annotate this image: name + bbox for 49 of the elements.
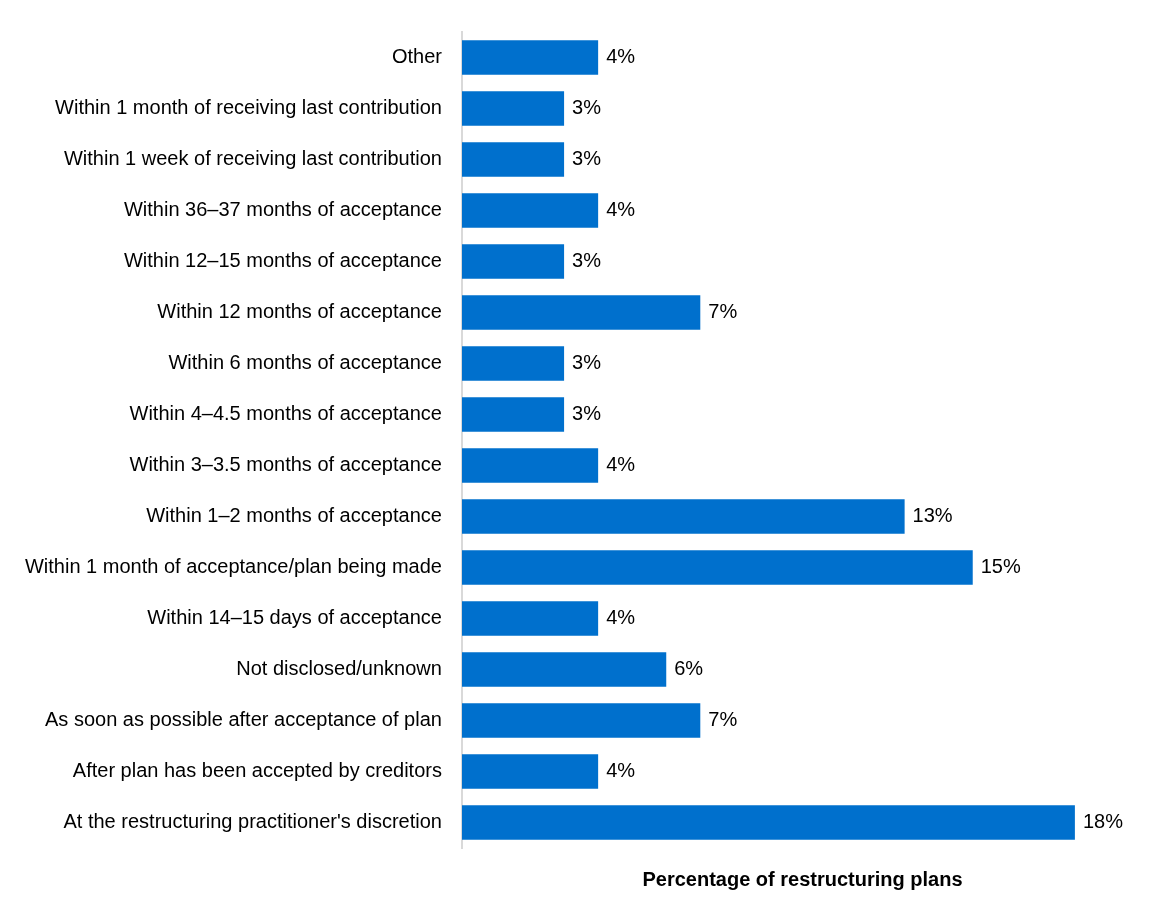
bar [461, 550, 973, 585]
bar [461, 448, 599, 483]
y-tick-label: Other [391, 45, 443, 68]
bar [461, 193, 599, 228]
bar [461, 40, 599, 75]
bar [461, 142, 565, 177]
data-label: 3% [572, 402, 602, 425]
y-tick-label: Within 14–15 days of acceptance [147, 606, 442, 629]
data-label: 6% [674, 657, 704, 680]
y-tick-label: Not disclosed/unknown [236, 657, 442, 680]
bar [461, 652, 667, 687]
y-tick-label: Within 1 week of receiving last contribution [63, 147, 442, 170]
data-label: 7% [708, 708, 738, 731]
data-label: 13% [912, 504, 953, 527]
data-label: 3% [572, 249, 602, 272]
y-tick-label: Within 3–3.5 months of acceptance [129, 453, 442, 476]
y-tick-label: At the restructuring practitioner's discretion [63, 810, 442, 833]
data-label: 3% [572, 96, 602, 119]
data-label: 3% [572, 147, 602, 170]
bar [461, 91, 565, 126]
y-tick-label: Within 12 months of acceptance [157, 300, 442, 323]
bar [461, 397, 565, 432]
data-label: 4% [606, 45, 636, 68]
bar [461, 601, 599, 636]
y-tick-label: After plan has been accepted by creditors [72, 759, 442, 782]
data-label: 7% [708, 300, 738, 323]
y-tick-label: As soon as possible after acceptance of plan [45, 708, 442, 731]
y-tick-label: Within 1–2 months of acceptance [146, 504, 442, 527]
data-label: 4% [606, 198, 636, 221]
data-label: 4% [606, 606, 636, 629]
y-tick-label: Within 12–15 months of acceptance [123, 249, 442, 272]
data-label: 4% [606, 453, 636, 476]
y-tick-label: Within 6 months of acceptance [168, 351, 442, 374]
bar [461, 244, 565, 279]
y-tick-label: Within 36–37 months of acceptance [123, 198, 442, 221]
data-label: 18% [1082, 810, 1124, 833]
bar [461, 703, 701, 738]
x-axis-title: Percentage of restructuring plans [642, 867, 963, 890]
bar [461, 295, 701, 330]
data-label: 4% [606, 759, 636, 782]
bar [461, 754, 599, 789]
bar [461, 499, 905, 534]
bar [461, 346, 565, 381]
bar [461, 805, 1075, 840]
y-tick-label: Within 4–4.5 months of acceptance [129, 402, 442, 425]
data-label: 3% [572, 351, 602, 374]
y-tick-label: Within 1 month of receiving last contribution [55, 96, 442, 119]
data-label: 15% [980, 555, 1021, 578]
y-tick-label: Within 1 month of acceptance/plan being made [24, 555, 442, 578]
